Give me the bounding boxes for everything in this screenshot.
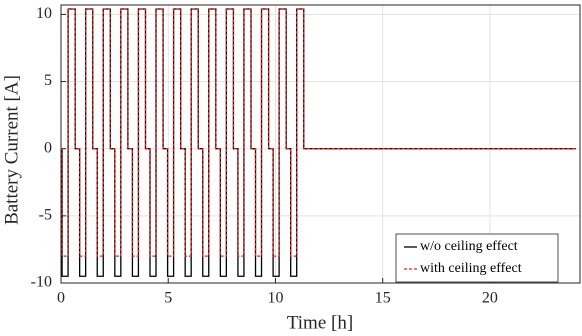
y-tick-label: -5 [39,207,52,224]
x-tick-label: 0 [57,290,65,307]
y-tick-label: 0 [44,139,52,156]
legend: w/o ceiling effect with ceiling effect [395,233,559,283]
x-tick-label: 5 [164,290,172,307]
y-axis-label: Battery Current [A] [1,75,22,225]
legend-label: with ceiling effect [420,261,522,276]
legend-label: w/o ceiling effect [420,239,518,254]
x-tick-label: 20 [482,290,498,307]
plot-frame [60,4,581,284]
x-tick-label: 10 [267,290,283,307]
x-tick-label: 15 [375,290,391,307]
y-tick-label: -10 [31,274,52,291]
y-tick-label: 10 [36,5,52,22]
x-axis-label: Time [h] [287,312,353,333]
series-line [61,8,576,257]
y-tick-label: 5 [44,72,52,89]
legend-box [395,233,559,283]
